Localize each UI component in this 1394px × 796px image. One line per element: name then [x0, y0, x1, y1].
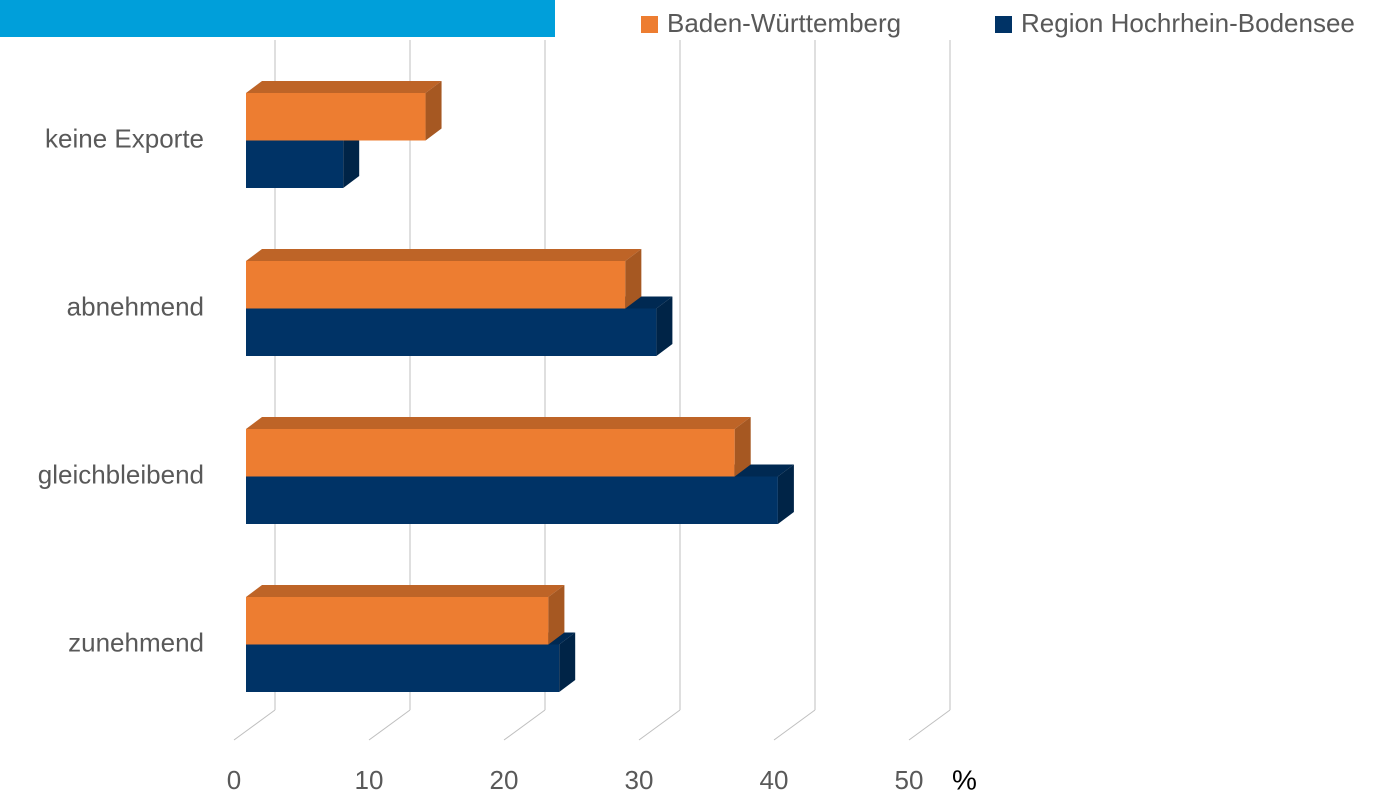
bar-side [734, 417, 751, 477]
x-tick-label: 20 [490, 765, 519, 795]
bar-top [246, 249, 642, 261]
floor-grid-line [368, 709, 411, 741]
floor-grid-line [773, 709, 816, 741]
floor-grid-line [908, 709, 951, 741]
bar-top [246, 585, 565, 597]
legend-label: Baden-Württemberg [667, 8, 901, 38]
header-band [0, 0, 555, 37]
bar-side [625, 249, 642, 309]
bar [246, 429, 735, 477]
floor-grid-line [233, 709, 276, 741]
x-tick-label: 30 [625, 765, 654, 795]
floor-grid-line [503, 709, 546, 741]
y-tick-label: keine Exporte [45, 123, 204, 153]
legend-swatch [995, 16, 1012, 33]
x-tick-label: 0 [227, 765, 241, 795]
bar [246, 308, 657, 356]
legend-swatch [641, 16, 658, 33]
bar [246, 140, 344, 188]
bar [246, 597, 549, 645]
bar-side [425, 81, 442, 141]
bar [246, 261, 626, 309]
x-tick-label: 40 [760, 765, 789, 795]
bar-top [246, 417, 751, 429]
bar-side [548, 585, 565, 645]
y-tick-label: zunehmend [68, 627, 204, 657]
bar-side [343, 128, 360, 188]
floor-grid-line [638, 709, 681, 741]
x-tick-label: 10 [355, 765, 384, 795]
bar-side [559, 632, 576, 692]
bar [246, 476, 778, 524]
bar-top [246, 81, 442, 93]
bar-side [656, 296, 673, 356]
y-tick-label: abnehmend [67, 291, 204, 321]
x-tick-label: 50 [895, 765, 924, 795]
y-tick-label: gleichbleibend [38, 459, 204, 489]
bar-side [777, 464, 794, 524]
bar [246, 93, 426, 141]
x-unit: % [952, 764, 977, 795]
bar [246, 644, 560, 692]
legend-label: Region Hochrhein-Bodensee [1021, 8, 1355, 38]
